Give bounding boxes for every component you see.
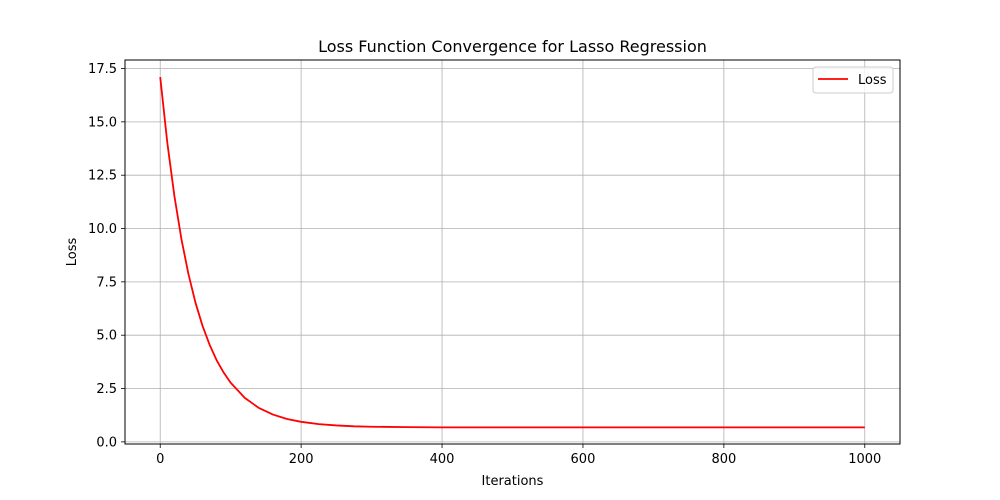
y-tick-label: 0.0 [96,435,117,450]
series-layer [159,76,865,429]
y-axis-label: Loss [65,238,80,267]
x-axis-label: Iterations [482,474,544,489]
x-tick-label: 1000 [848,452,881,467]
x-tick-label: 0 [156,452,164,467]
y-tick-label: 17.5 [88,62,117,77]
chart-title: Loss Function Convergence for Lasso Regr… [318,37,707,56]
x-tick-label: 800 [711,452,736,467]
loss-series-line [159,76,865,429]
y-tick-label: 5.0 [96,329,117,344]
grid [125,60,900,444]
legend-box [812,66,894,94]
plot-frame [124,59,901,445]
y-tick-label: 10.0 [88,222,117,237]
y-tick-label: 2.5 [96,382,117,397]
ticks: 0 200 400 600 800 1000 0.0 2.5 5.0 7.5 10.0 12.5 15.… [88,62,881,467]
y-tick-label: 7.5 [96,275,117,290]
x-tick-label: 400 [430,452,455,467]
x-tick-label: 600 [571,452,596,467]
legend-label: Loss [858,73,887,88]
legend: Loss [812,66,894,94]
y-tick-label: 12.5 [88,169,117,184]
y-tick-label: 15.0 [88,115,117,130]
x-tick-label: 200 [289,452,314,467]
